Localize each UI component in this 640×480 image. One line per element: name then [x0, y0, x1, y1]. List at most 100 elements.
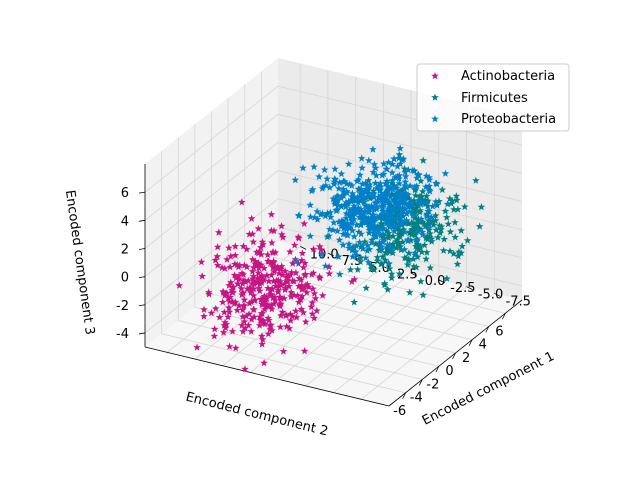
data-point-proteobacteria	[359, 196, 368, 204]
data-point-proteobacteria	[362, 218, 371, 226]
data-point-proteobacteria	[388, 176, 397, 184]
data-point-actinobacteria	[295, 274, 304, 282]
data-point-actinobacteria	[249, 285, 258, 293]
data-point-proteobacteria	[321, 212, 330, 220]
data-point-proteobacteria	[344, 160, 353, 168]
data-point-actinobacteria	[235, 301, 243, 309]
data-point-proteobacteria	[321, 181, 330, 189]
data-point-actinobacteria	[238, 288, 247, 296]
data-point-firmicutes	[441, 207, 450, 215]
data-point-actinobacteria	[278, 271, 287, 279]
data-point-actinobacteria	[249, 272, 258, 280]
data-point-proteobacteria	[363, 241, 372, 249]
data-point-proteobacteria	[358, 190, 367, 198]
legend-entry-proteobacteria: Proteobacteria	[431, 112, 556, 127]
data-point-actinobacteria	[240, 295, 249, 304]
data-point-actinobacteria	[291, 255, 300, 263]
data-point-firmicutes	[393, 235, 402, 244]
data-point-actinobacteria	[254, 260, 262, 268]
data-point-proteobacteria	[371, 179, 380, 187]
data-point-proteobacteria	[378, 192, 386, 200]
data-point-actinobacteria	[220, 308, 229, 316]
data-point-actinobacteria	[297, 305, 306, 313]
data-point-actinobacteria	[249, 238, 258, 246]
data-point-proteobacteria	[401, 199, 409, 207]
data-point-actinobacteria	[224, 294, 233, 302]
data-point-proteobacteria	[413, 171, 422, 179]
data-point-firmicutes	[424, 196, 432, 205]
y-tick-label: -2	[426, 377, 439, 392]
data-point-proteobacteria	[356, 171, 364, 179]
data-point-proteobacteria	[342, 214, 351, 222]
x-tick-mark	[438, 279, 445, 284]
data-point-proteobacteria	[339, 187, 348, 195]
data-point-firmicutes	[427, 235, 436, 243]
data-point-firmicutes	[385, 264, 394, 273]
data-point-actinobacteria	[221, 318, 229, 326]
data-point-actinobacteria	[221, 264, 229, 272]
data-point-proteobacteria	[365, 226, 374, 234]
data-point-actinobacteria	[280, 279, 289, 287]
data-point-actinobacteria	[282, 322, 291, 330]
data-point-firmicutes	[355, 228, 363, 236]
data-point-proteobacteria	[393, 162, 402, 170]
data-point-actinobacteria	[250, 296, 259, 304]
data-point-actinobacteria	[259, 272, 267, 281]
data-point-proteobacteria	[366, 180, 374, 188]
data-point-firmicutes	[452, 192, 461, 200]
z-tick-mark	[138, 332, 146, 335]
data-point-actinobacteria	[298, 292, 306, 300]
grid-line-z	[144, 170, 523, 277]
data-point-firmicutes	[418, 248, 426, 256]
data-point-actinobacteria	[240, 261, 249, 269]
data-point-actinobacteria	[277, 262, 286, 270]
data-point-proteobacteria	[409, 166, 417, 174]
data-point-actinobacteria	[257, 260, 265, 269]
data-point-firmicutes	[436, 229, 445, 237]
data-point-proteobacteria	[333, 197, 341, 205]
data-point-firmicutes	[383, 285, 392, 293]
data-point-actinobacteria	[193, 343, 201, 351]
data-point-proteobacteria	[310, 162, 318, 171]
data-point-actinobacteria	[293, 291, 302, 299]
x-tick-label: 2.5	[397, 267, 418, 282]
data-point-actinobacteria	[215, 313, 224, 321]
data-point-actinobacteria	[309, 284, 317, 293]
data-point-firmicutes	[381, 249, 390, 257]
data-point-proteobacteria	[404, 166, 413, 174]
data-point-proteobacteria	[323, 174, 331, 183]
data-point-actinobacteria	[266, 320, 275, 329]
data-point-proteobacteria	[361, 254, 370, 262]
z-tick-label: 0	[121, 271, 129, 286]
data-point-proteobacteria	[320, 165, 329, 174]
data-point-firmicutes	[439, 246, 448, 254]
data-point-actinobacteria	[303, 288, 311, 296]
data-point-proteobacteria	[359, 244, 367, 252]
data-point-proteobacteria	[385, 203, 394, 211]
data-point-firmicutes	[427, 237, 436, 245]
data-point-actinobacteria	[255, 284, 263, 292]
data-point-firmicutes	[398, 186, 406, 194]
x-tick-mark	[410, 272, 418, 277]
data-point-firmicutes	[381, 256, 390, 264]
data-point-actinobacteria	[286, 310, 295, 318]
x-tick-label: -5.0	[478, 288, 503, 303]
data-point-actinobacteria	[285, 324, 294, 332]
data-point-firmicutes	[356, 257, 365, 266]
data-point-proteobacteria	[384, 216, 392, 225]
data-point-proteobacteria	[441, 169, 450, 177]
data-point-proteobacteria	[306, 201, 314, 209]
data-point-proteobacteria	[388, 168, 396, 176]
data-point-firmicutes	[350, 298, 358, 306]
data-point-firmicutes	[423, 235, 432, 243]
data-point-actinobacteria	[242, 312, 250, 320]
z-tick-label: -2	[116, 299, 129, 314]
data-point-firmicutes	[443, 274, 451, 282]
data-point-proteobacteria	[375, 238, 384, 246]
data-point-actinobacteria	[287, 288, 295, 296]
data-point-actinobacteria	[275, 299, 284, 307]
data-point-actinobacteria	[300, 347, 309, 355]
grid-line-y	[227, 97, 473, 341]
data-point-firmicutes	[437, 225, 445, 233]
data-point-proteobacteria	[396, 159, 405, 168]
